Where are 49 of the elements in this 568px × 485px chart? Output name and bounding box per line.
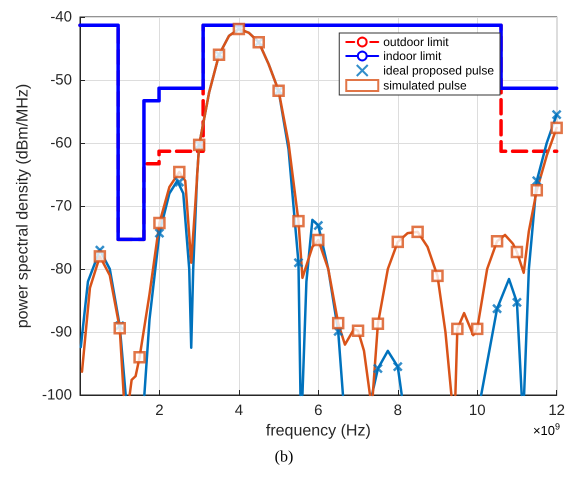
point <box>532 176 542 186</box>
point <box>372 363 384 374</box>
y-tick-label: -50 <box>50 72 72 88</box>
point <box>313 220 324 231</box>
x-tick-label: 6 <box>314 402 322 419</box>
point <box>153 216 166 230</box>
point <box>551 109 562 120</box>
legend-label: outdoor limit <box>383 35 450 49</box>
x-tick-label: 2 <box>155 402 164 419</box>
point <box>113 322 126 334</box>
legend-label: ideal proposed pulse <box>383 64 494 78</box>
point <box>431 270 444 282</box>
point <box>392 361 404 372</box>
point <box>293 257 304 268</box>
x-tick-label: 4 <box>234 402 244 419</box>
point <box>490 235 504 248</box>
point <box>94 250 106 263</box>
point <box>292 214 305 228</box>
y-tick-label: -40 <box>50 8 72 26</box>
y-tick-label: -90 <box>50 324 72 340</box>
point <box>470 322 484 336</box>
y-axis-title: power spectral density (dBm/MHz) <box>14 84 32 328</box>
point <box>133 350 146 364</box>
y-tick-label: -70 <box>50 198 72 214</box>
legend-label: indoor limit <box>383 49 442 63</box>
y-tick-label: -100 <box>42 386 72 404</box>
x-axis-title: frequency (Hz) <box>266 422 371 440</box>
x-tick-label: 8 <box>394 402 402 419</box>
point <box>411 226 424 238</box>
point <box>451 322 464 336</box>
point <box>512 297 522 308</box>
y-tick-label: -60 <box>50 134 72 152</box>
point <box>372 318 384 330</box>
point <box>530 184 544 196</box>
point <box>312 234 325 246</box>
point <box>392 236 404 248</box>
text: (b) <box>274 448 294 466</box>
point <box>550 122 563 134</box>
point <box>174 176 185 188</box>
point <box>510 246 524 258</box>
point <box>492 303 502 314</box>
point <box>173 166 186 178</box>
x-tick-label: 10 <box>468 402 486 419</box>
point <box>154 228 165 238</box>
x-tick-label: 12 <box>548 402 565 419</box>
y-tick-label: -80 <box>50 260 72 278</box>
point <box>352 324 364 337</box>
point <box>332 316 344 330</box>
legend-label: simulated pulse <box>383 78 467 92</box>
